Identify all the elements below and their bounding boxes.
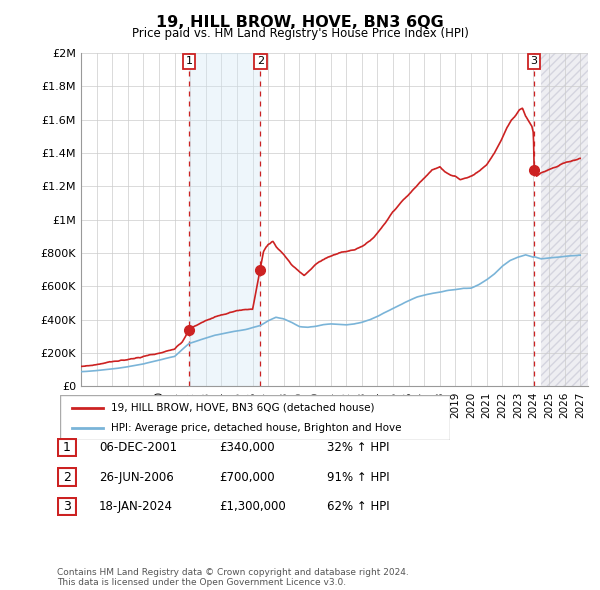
Text: Contains HM Land Registry data © Crown copyright and database right 2024.
This d: Contains HM Land Registry data © Crown c… [57,568,409,587]
Text: 2: 2 [257,57,264,67]
Text: 62% ↑ HPI: 62% ↑ HPI [327,500,389,513]
FancyBboxPatch shape [58,439,76,456]
Bar [189,53,260,386]
FancyBboxPatch shape [60,395,450,440]
Text: £700,000: £700,000 [219,470,275,484]
Bar [541,53,588,386]
Text: 3: 3 [530,57,538,67]
Text: 91% ↑ HPI: 91% ↑ HPI [327,470,389,484]
FancyBboxPatch shape [58,498,76,515]
Text: HPI: Average price, detached house, Brighton and Hove: HPI: Average price, detached house, Brig… [111,424,401,434]
Bar [541,53,588,386]
Text: 26-JUN-2006: 26-JUN-2006 [99,470,174,484]
Text: £1,300,000: £1,300,000 [219,500,286,513]
Text: 18-JAN-2024: 18-JAN-2024 [99,500,173,513]
Text: 32% ↑ HPI: 32% ↑ HPI [327,441,389,454]
Text: 1: 1 [63,441,71,454]
Text: 19, HILL BROW, HOVE, BN3 6QG: 19, HILL BROW, HOVE, BN3 6QG [156,15,444,30]
FancyBboxPatch shape [58,468,76,486]
Text: 1: 1 [185,57,193,67]
Text: 06-DEC-2001: 06-DEC-2001 [99,441,177,454]
Text: 19, HILL BROW, HOVE, BN3 6QG (detached house): 19, HILL BROW, HOVE, BN3 6QG (detached h… [111,403,374,412]
Text: Price paid vs. HM Land Registry's House Price Index (HPI): Price paid vs. HM Land Registry's House … [131,27,469,40]
Text: 3: 3 [63,500,71,513]
Text: 2: 2 [63,470,71,484]
Text: £340,000: £340,000 [219,441,275,454]
